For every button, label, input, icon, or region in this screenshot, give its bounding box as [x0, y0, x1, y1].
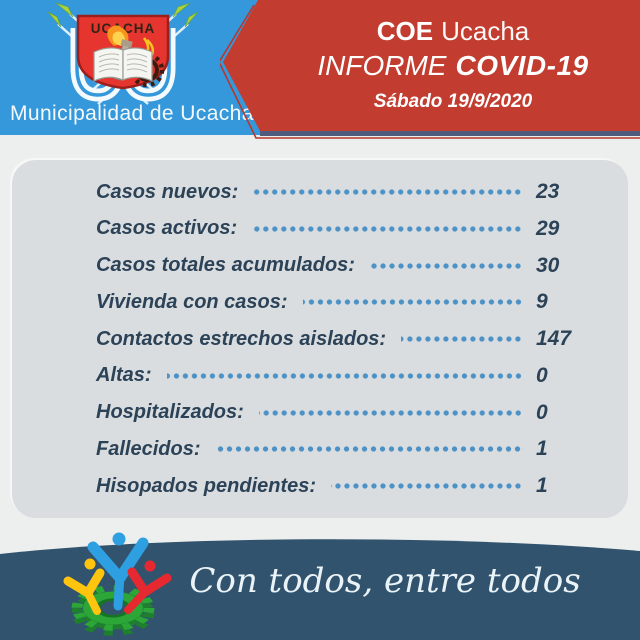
stat-value: 29: [536, 216, 560, 240]
dotted-leader: [258, 409, 524, 416]
dotted-leader: [369, 262, 524, 269]
dotted-leader: [215, 446, 524, 453]
stat-row: Casos totales acumulados: 30: [96, 254, 584, 278]
header-bar: UCACHA Municipalidad de Ucacha COE Ucac: [0, 0, 640, 139]
report-date: Sábado 19/9/2020: [373, 90, 533, 112]
org-name: Ucacha: [441, 15, 530, 46]
community-gear-icon: [63, 532, 172, 636]
stat-value: 0: [536, 363, 548, 387]
report-banner-text: COE Ucacha INFORME COVID-19 Sábado 19/9/…: [272, 0, 634, 128]
figure-blue: [87, 532, 149, 611]
dotted-leader: [302, 299, 524, 306]
dotted-leader: [331, 483, 524, 489]
stat-row: Fallecidos: 1: [96, 437, 584, 461]
stats-panel: Casos nuevos: 23 Casos activos: 29 Casos…: [12, 160, 628, 518]
report-banner: COE Ucacha INFORME COVID-19 Sábado 19/9/…: [220, 0, 640, 144]
stat-label: Casos activos:: [96, 217, 238, 240]
figure-yellow: [63, 558, 105, 615]
org-abbr: COE: [376, 15, 434, 46]
report-org-line: COE Ucacha: [377, 16, 530, 47]
stat-row: Hisopados pendientes: 1: [96, 474, 584, 498]
report-banner-shape: [220, 0, 640, 139]
covid-word: COVID-19: [455, 49, 589, 81]
stat-row: Casos nuevos: 23: [96, 180, 584, 204]
report-title-line: INFORME COVID-19: [317, 50, 588, 82]
stat-value: 9: [536, 290, 548, 314]
stat-row: Hospitalizados: 0: [96, 401, 584, 425]
stat-label: Hisopados pendientes:: [96, 474, 317, 497]
report-word: INFORME: [317, 49, 447, 81]
footer-band: [0, 539, 640, 640]
figure-red: [124, 560, 172, 614]
stat-value: 23: [536, 180, 560, 203]
stat-row: Vivienda con casos: 9: [96, 290, 584, 314]
stat-label: Vivienda con casos:: [96, 290, 288, 313]
stat-value: 1: [536, 437, 548, 461]
stat-label: Fallecidos:: [96, 437, 201, 460]
stat-label: Casos totales acumulados:: [96, 254, 355, 276]
stat-row: Contactos estrechos aislados: 147: [96, 327, 584, 351]
dotted-leader: [401, 336, 524, 342]
slogan-text: Con todos, entre todos: [189, 561, 581, 601]
stat-row: Casos activos: 29: [96, 217, 584, 241]
municipal-crest-icon: UCACHA: [48, 2, 198, 105]
stat-value: 147: [536, 327, 572, 350]
stat-label: Casos nuevos:: [96, 180, 239, 203]
dotted-leader: [166, 372, 524, 379]
stat-label: Hospitalizados:: [96, 401, 244, 423]
stat-row: Altas: 0: [96, 364, 584, 388]
stat-value: 1: [536, 474, 548, 497]
municipality-name: Municipalidad de Ucacha: [10, 102, 254, 125]
dotted-leader: [252, 225, 524, 232]
dotted-leader: [253, 189, 524, 195]
stat-label: Contactos estrechos aislados:: [96, 327, 387, 350]
stat-value: 0: [536, 400, 548, 424]
stat-label: Altas:: [96, 364, 152, 387]
stat-value: 30: [536, 253, 560, 277]
